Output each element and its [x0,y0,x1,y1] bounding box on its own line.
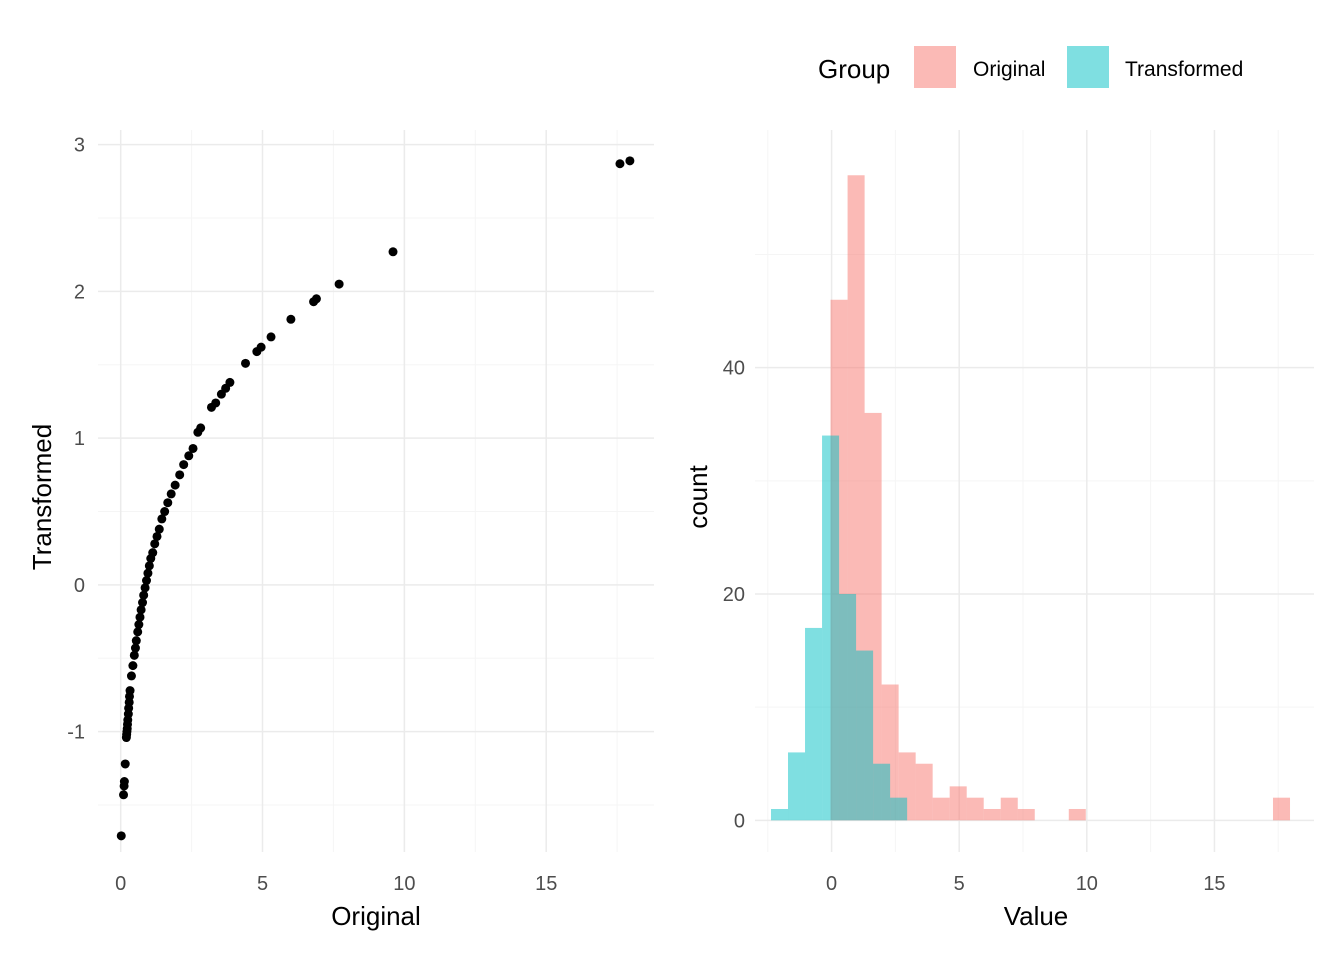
scatter-point [334,279,344,289]
scatter-point [311,294,321,304]
scatter-point [615,159,625,169]
histogram-bar-original [949,786,967,821]
scatter-point [179,460,189,470]
scatter-x-tick-label: 5 [257,873,268,895]
legend-title: Group [818,54,890,84]
scatter-x-axis-title: Original [331,901,421,931]
scatter-point [131,636,141,646]
histogram-bar-transformed [788,752,806,821]
histogram-y-axis-title: count [683,464,713,528]
histogram-bar-original [966,797,984,821]
histogram-x-tick-label: 0 [826,873,837,895]
scatter-point [139,590,149,600]
histogram-x-tick-label: 10 [1076,873,1098,895]
scatter-point [196,423,206,433]
legend-label-transformed: Transformed [1125,58,1243,81]
scatter-point [184,451,194,461]
scatter-point [175,470,185,480]
scatter-point [144,561,154,571]
histogram-bar-transformed [771,808,789,821]
histogram-bar-original [932,797,950,821]
scatter-point [126,671,136,681]
histogram-y-tick-label: 20 [723,584,745,606]
scatter-point [120,759,130,769]
scatter-y-tick-label: 3 [74,135,85,157]
scatter-y-tick-labels: -1 0 1 2 3 [67,135,85,744]
scatter-point [157,514,167,524]
scatter-point [241,358,251,368]
scatter-point [134,620,144,630]
histogram-bar-transformed [890,797,908,821]
scatter-point [129,650,139,660]
scatter-point [170,480,180,490]
histogram-bars [771,175,1291,821]
histogram-x-tick-labels: 0 5 10 15 [826,873,1226,895]
histogram-bar-original [1068,808,1086,821]
histogram-bar-transformed [856,650,874,821]
scatter-point [188,443,198,453]
scatter-point [150,539,160,549]
scatter-point [135,612,145,622]
scatter-y-axis-title: Transformed [27,424,57,570]
scatter-point [119,790,129,800]
legend-swatch-original [914,46,956,88]
histogram-x-tick-label: 5 [954,873,965,895]
scatter-point [128,661,138,671]
scatter-point [152,531,162,541]
histogram-bar-original [1000,797,1018,821]
scatter-point [625,156,635,166]
scatter-point [140,583,150,593]
scatter-point [166,489,176,499]
histogram-bar-original [915,763,933,821]
scatter-point [130,643,140,653]
scatter-point [211,398,221,408]
scatter-y-tick-label: 0 [74,575,85,597]
histogram-panel: 0 5 10 15 0 20 40 Value count [683,130,1314,931]
histogram-bar-transformed [839,593,857,821]
scatter-point [125,686,135,696]
scatter-points [116,156,635,841]
scatter-grid [98,130,654,852]
scatter-point [154,524,164,534]
scatter-y-tick-label: -1 [67,722,85,744]
histogram-x-tick-label: 15 [1203,873,1225,895]
histogram-y-tick-labels: 0 20 40 [723,358,745,833]
scatter-point [286,314,296,324]
scatter-point [116,831,126,841]
scatter-point [142,576,152,586]
histogram-bar-transformed [873,763,891,821]
histogram-bar-original [1017,808,1035,821]
scatter-point [133,627,143,637]
histogram-bar-original [1272,797,1291,821]
scatter-point [138,598,148,608]
histogram-bar-transformed [822,435,840,821]
histogram-x-axis-title: Value [1004,901,1069,931]
scatter-point [225,377,235,387]
scatter-x-tick-label: 0 [115,873,126,895]
scatter-point [148,548,158,558]
scatter-x-tick-label: 10 [393,873,415,895]
scatter-point [160,507,170,517]
legend-swatch-transformed [1067,46,1109,88]
scatter-panel: 0 5 10 15 -1 0 1 2 3 Original Transformed [27,130,654,931]
legend: Group Original Transformed [818,46,1243,88]
scatter-point [143,568,153,578]
histogram-bar-original [983,808,1001,821]
scatter-x-tick-label: 15 [535,873,557,895]
scatter-point [388,247,398,257]
scatter-point [136,605,146,615]
scatter-point [119,777,129,787]
scatter-x-tick-labels: 0 5 10 15 [115,873,557,895]
scatter-y-tick-label: 2 [74,281,85,303]
histogram-y-tick-label: 40 [723,358,745,380]
histogram-bar-transformed [805,627,823,821]
scatter-y-tick-label: 1 [74,428,85,450]
scatter-point [266,332,276,342]
scatter-point [256,342,266,352]
scatter-point [163,498,173,508]
legend-label-original: Original [973,58,1045,81]
histogram-y-tick-label: 0 [734,810,745,832]
